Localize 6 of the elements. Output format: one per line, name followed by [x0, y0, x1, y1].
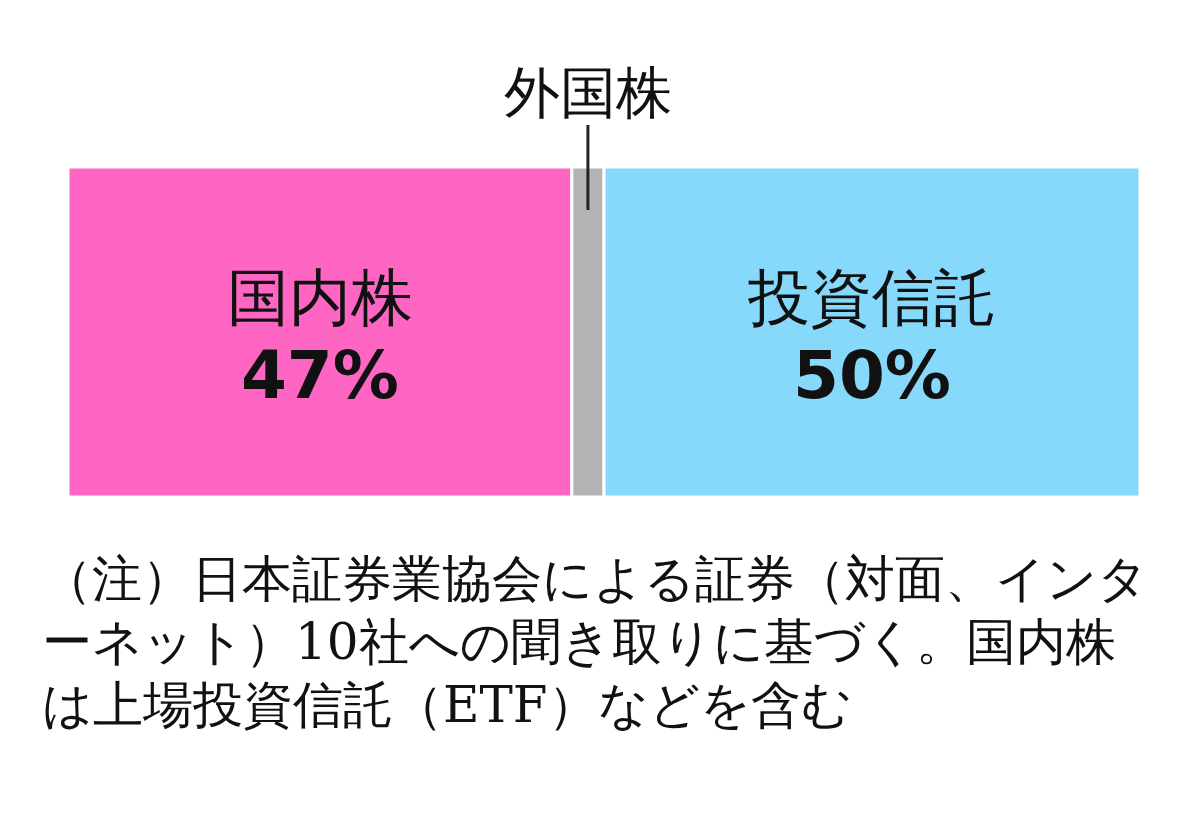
text: （注）日本証券業協会による証券（対面、インターネット）10社への聞き取りに基づく。国内株は上場投資信託（ETF）などを含む — [42, 549, 1149, 736]
series-label: 投資信託 — [747, 260, 996, 334]
data-label: 47% — [240, 337, 399, 414]
series-label: 国内株 — [226, 260, 413, 334]
series-label: 外国株 — [503, 60, 672, 125]
data-label: 50% — [793, 337, 951, 414]
